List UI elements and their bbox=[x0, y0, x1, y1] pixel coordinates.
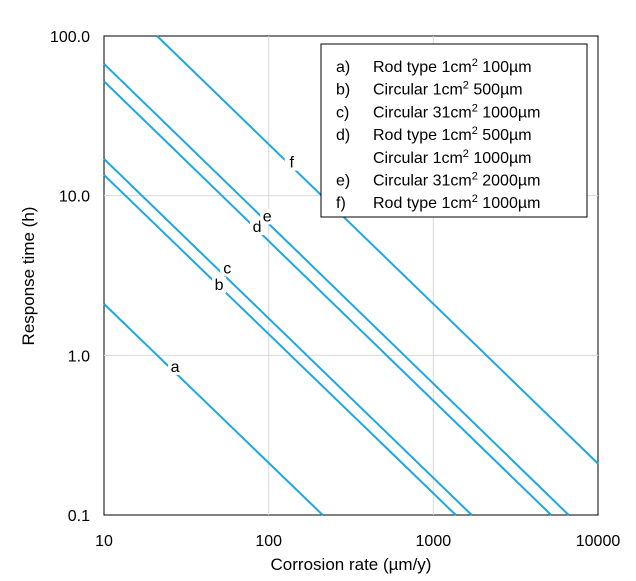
y-tick-labels: 0.1 1.0 10.0 100.0 bbox=[50, 29, 90, 525]
series-label-b: b bbox=[215, 277, 224, 294]
legend-key: a) bbox=[336, 59, 350, 76]
series-label-bg bbox=[168, 358, 183, 375]
x-tick-label: 10 bbox=[95, 533, 113, 550]
series-label-d: d bbox=[253, 219, 262, 236]
series-label-bg bbox=[212, 277, 227, 294]
legend-entry: Circular 31cm2 2000µm bbox=[373, 171, 540, 190]
x-axis-label: Corrosion rate (µm/y) bbox=[271, 555, 432, 574]
series-line-c bbox=[103, 158, 473, 516]
series-label-bg bbox=[220, 260, 235, 277]
legend-entry: Rod type 1cm2 500µm bbox=[373, 125, 532, 144]
y-tick-label: 100.0 bbox=[50, 29, 90, 46]
series-line-b bbox=[103, 174, 457, 516]
series-label-f: f bbox=[289, 155, 294, 172]
legend-entry: Circular 1cm2 1000µm bbox=[373, 148, 532, 167]
series-line-d bbox=[103, 80, 552, 516]
legend-box bbox=[320, 43, 588, 218]
series-label-a: a bbox=[171, 359, 180, 376]
x-tick-label: 10000 bbox=[576, 533, 621, 550]
series-line-e bbox=[103, 63, 570, 516]
legend-entry: Rod type 1cm2 1000µm bbox=[373, 193, 540, 212]
legend-key: f) bbox=[336, 195, 346, 212]
y-axis-label: Response time (h) bbox=[19, 207, 38, 346]
y-tick-label: 0.1 bbox=[68, 508, 90, 525]
legend-key: c) bbox=[336, 104, 349, 121]
legend-entry: Circular 1cm2 500µm bbox=[373, 80, 523, 99]
x-tick-labels: 10 100 1000 10000 bbox=[95, 533, 620, 550]
legend: a) Rod type 1cm2 100µm b) Circular 1cm2 500… bbox=[320, 43, 588, 218]
legend-entry: Circular 31cm2 1000µm bbox=[373, 102, 540, 121]
y-tick-label: 10.0 bbox=[59, 189, 90, 206]
series-labels: a bc de f bbox=[168, 154, 299, 376]
series-label-bg bbox=[284, 154, 299, 171]
x-tick-label: 100 bbox=[255, 533, 282, 550]
series-line-a bbox=[103, 303, 324, 516]
series-label-e: e bbox=[263, 208, 272, 225]
series-line-f bbox=[156, 35, 599, 465]
legend-key: e) bbox=[336, 173, 350, 190]
legend-key: b) bbox=[336, 82, 350, 99]
series-label-bg bbox=[260, 208, 275, 225]
y-tick-label: 1.0 bbox=[68, 348, 90, 365]
x-tick-label: 1000 bbox=[416, 533, 452, 550]
legend-key: d) bbox=[336, 127, 350, 144]
series-lines bbox=[103, 35, 599, 516]
legend-entry: Rod type 1cm2 100µm bbox=[373, 57, 532, 76]
series-label-c: c bbox=[223, 261, 231, 278]
